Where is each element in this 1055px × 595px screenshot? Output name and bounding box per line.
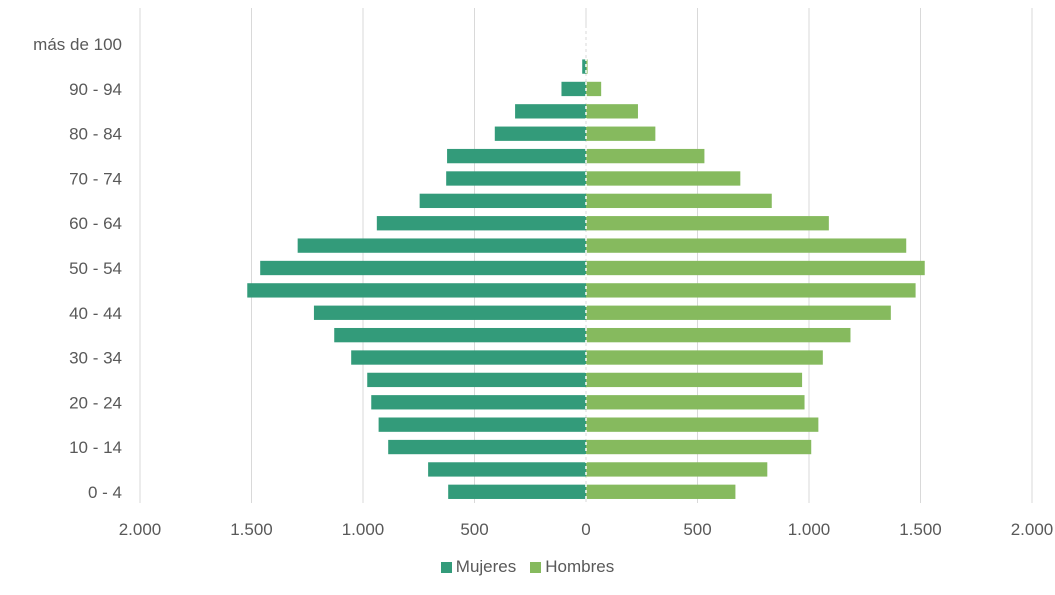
bar-hombres — [586, 439, 812, 455]
x-tick-label: 2.000 — [119, 520, 162, 539]
bar-hombres — [586, 216, 829, 231]
bar-mujeres — [367, 372, 586, 388]
x-tick-label: 500 — [683, 520, 711, 539]
bar-mujeres — [494, 126, 586, 141]
bar-hombres — [586, 417, 819, 432]
category-label: 40 - 44 — [69, 304, 122, 323]
legend-item-hombres: Hombres — [530, 557, 614, 577]
legend-label-hombres: Hombres — [545, 557, 615, 576]
bar-mujeres — [334, 327, 586, 343]
bar-mujeres — [378, 417, 586, 432]
bar-hombres — [586, 148, 705, 164]
bar-hombres — [586, 327, 851, 343]
bar-hombres — [586, 126, 656, 141]
category-label: 20 - 24 — [69, 393, 122, 412]
bar-hombres — [586, 395, 805, 410]
category-label: 70 - 74 — [69, 169, 122, 188]
bar-hombres — [586, 193, 772, 209]
bar-mujeres — [297, 238, 586, 253]
bar-mujeres — [446, 171, 586, 186]
bar-hombres — [586, 171, 741, 186]
bar-hombres — [586, 59, 588, 74]
category-label: 90 - 94 — [69, 80, 122, 99]
bar-hombres — [586, 104, 638, 119]
bar-mujeres — [313, 305, 586, 320]
x-tick-label: 1.000 — [788, 520, 831, 539]
x-tick-label: 1.000 — [342, 520, 385, 539]
category-label: 10 - 14 — [69, 438, 122, 457]
bar-mujeres — [376, 216, 586, 231]
legend-swatch-mujeres — [440, 561, 452, 573]
legend: Mujeres Hombres — [0, 557, 1055, 577]
bar-hombres — [586, 372, 803, 388]
legend-swatch-hombres — [530, 561, 542, 573]
bar-hombres — [586, 484, 736, 499]
x-tick-label: 1.500 — [230, 520, 273, 539]
bar-hombres — [586, 283, 916, 298]
x-tick-label: 500 — [460, 520, 488, 539]
category-label: 80 - 84 — [69, 125, 122, 144]
bar-mujeres — [447, 148, 586, 164]
bar-hombres — [586, 350, 823, 365]
bar-mujeres — [448, 484, 586, 499]
bar-hombres — [586, 238, 907, 253]
bar-hombres — [586, 81, 602, 97]
bar-mujeres — [515, 104, 586, 119]
bar-mujeres — [388, 439, 586, 455]
bar-mujeres — [419, 193, 586, 209]
bar-hombres — [586, 305, 891, 320]
bar-mujeres — [561, 81, 586, 97]
bar-hombres — [586, 462, 768, 477]
legend-label-mujeres: Mujeres — [455, 557, 517, 576]
bar-hombres — [586, 260, 925, 276]
category-label: 0 - 4 — [88, 483, 122, 502]
bar-mujeres — [582, 59, 586, 74]
category-label: 50 - 54 — [69, 259, 122, 278]
x-tick-label: 2.000 — [1011, 520, 1054, 539]
x-tick-label: 1.500 — [899, 520, 942, 539]
bar-mujeres — [428, 462, 586, 477]
bar-mujeres — [247, 283, 586, 298]
bar-mujeres — [260, 260, 586, 276]
bar-mujeres — [371, 395, 586, 410]
x-tick-label: 0 — [581, 520, 590, 539]
category-label: más de 100 — [33, 35, 122, 54]
legend-item-mujeres: Mujeres — [440, 557, 517, 577]
category-label: 60 - 64 — [69, 214, 122, 233]
bar-mujeres — [351, 350, 586, 365]
category-label: 30 - 34 — [69, 349, 122, 368]
